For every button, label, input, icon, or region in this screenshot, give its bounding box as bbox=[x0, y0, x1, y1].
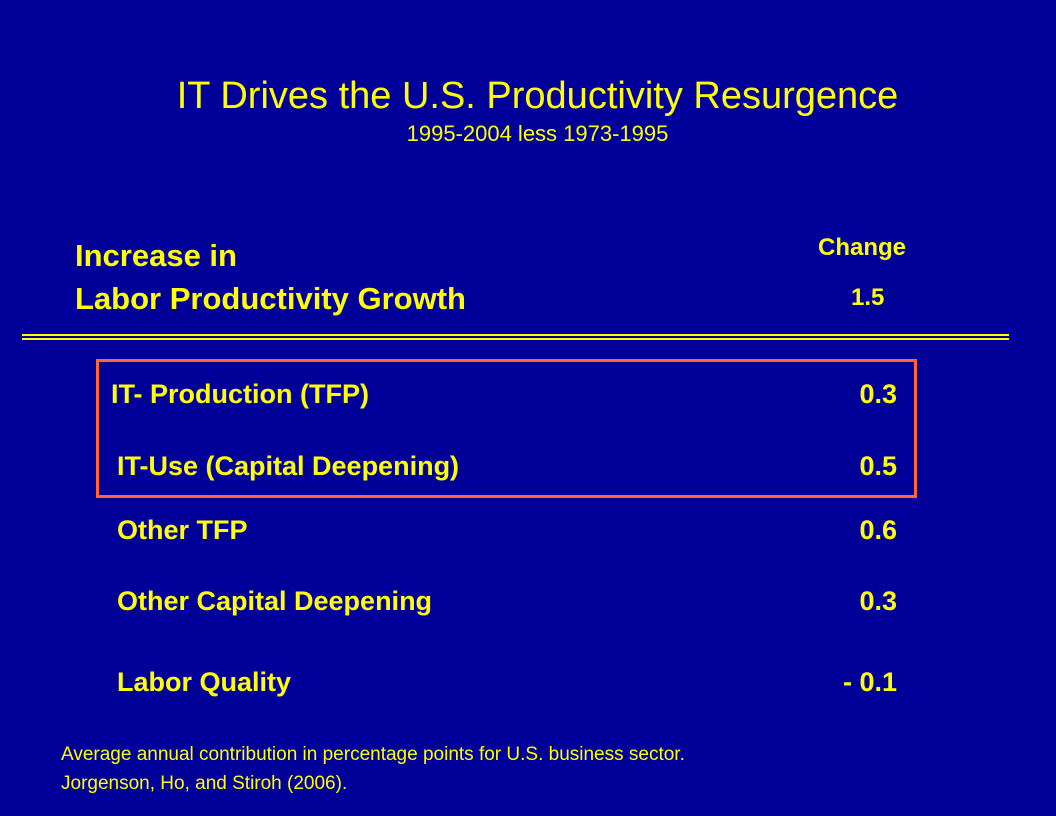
footnote-line-1: Average annual contribution in percentag… bbox=[61, 744, 685, 765]
row-label: Other TFP bbox=[117, 515, 248, 545]
slide-title: IT Drives the U.S. Productivity Resurgen… bbox=[176, 75, 899, 117]
heading-line-1: Increase in bbox=[75, 238, 237, 273]
heading-line-2: Labor Productivity Growth bbox=[75, 281, 466, 316]
footnote-line-2: Jorgenson, Ho, and Stiroh (2006). bbox=[61, 773, 348, 794]
row-value: 0.5 bbox=[859, 451, 897, 481]
row-label: IT- Production (TFP) bbox=[111, 379, 369, 409]
total-change-value: 1.5 bbox=[851, 284, 885, 311]
row-value: 0.6 bbox=[859, 515, 897, 545]
row-label: Labor Quality bbox=[117, 667, 292, 697]
row-label: IT-Use (Capital Deepening) bbox=[117, 451, 460, 481]
header-divider-top bbox=[22, 334, 1009, 336]
header-divider-bottom bbox=[22, 338, 1009, 340]
slide-subtitle: 1995-2004 less 1973-1995 bbox=[406, 121, 669, 146]
it-contribution-highlight bbox=[96, 359, 917, 498]
table-heading: Increase in Labor Productivity Growth bbox=[75, 234, 466, 320]
row-value: - 0.1 bbox=[842, 667, 897, 697]
row-label: Other Capital Deepening bbox=[117, 586, 433, 616]
change-column-header: Change bbox=[818, 234, 907, 261]
row-value: 0.3 bbox=[859, 379, 897, 409]
row-value: 0.3 bbox=[859, 586, 897, 616]
